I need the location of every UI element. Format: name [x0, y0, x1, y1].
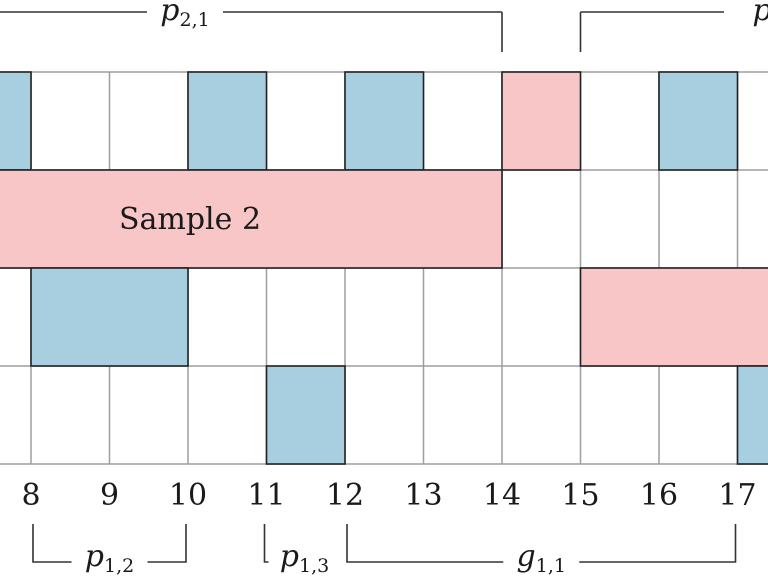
x-tick-label: 17 — [718, 478, 756, 513]
x-tick-label: 14 — [483, 478, 521, 513]
task-block — [0, 169, 503, 269]
x-tick-label: 15 — [561, 478, 599, 513]
task-block — [30, 267, 189, 367]
x-tick-label: 13 — [404, 478, 442, 513]
top-brace-label: p — [752, 0, 768, 28]
task-block — [501, 71, 582, 171]
x-tick-label: 12 — [326, 478, 364, 513]
task-block — [736, 365, 768, 465]
task-block — [579, 267, 768, 367]
bottom-brace — [263, 524, 269, 563]
top-brace-label-base: p — [160, 0, 179, 28]
blocks: Sample 2 — [0, 71, 768, 465]
x-tick-label: 8 — [21, 478, 40, 513]
bottom-brace-label-subscript: 1,2 — [104, 555, 134, 576]
x-axis-ticks: 8 9 10 11 12 13 14 15 16 17 — [21, 478, 756, 513]
task-block — [344, 71, 425, 171]
task-block — [265, 365, 346, 465]
bottom-brace-label: g1,1 — [517, 539, 566, 576]
top-brace — [0, 11, 503, 52]
task-block — [187, 71, 268, 171]
x-tick-label: 10 — [169, 478, 207, 513]
top-brace-label-base: p — [752, 0, 768, 28]
top-brace-label: p2,1 — [160, 0, 209, 31]
top-brace — [579, 11, 724, 52]
x-tick-label: 11 — [247, 478, 285, 513]
x-tick-label: 9 — [100, 478, 119, 513]
bottom-brace-label: p1,3 — [280, 539, 329, 576]
x-tick-label: 16 — [640, 478, 678, 513]
bottom-brace-label-base: p — [85, 539, 104, 574]
bottom-brace — [32, 524, 187, 563]
bottom-brace-label-base: g — [517, 539, 536, 574]
bottom-brace-label-base: p — [280, 539, 299, 574]
top-brace-label-subscript: 2,1 — [180, 9, 210, 31]
bottom-brace-label-subscript: 1,3 — [299, 555, 329, 576]
bottom-brace-label-subscript: 1,1 — [536, 555, 566, 576]
bottom-brace — [346, 524, 737, 563]
task-block-label: Sample 2 — [119, 202, 261, 237]
task-block — [0, 71, 32, 171]
task-block — [658, 71, 739, 171]
bottom-brace-label: p1,2 — [85, 539, 134, 576]
